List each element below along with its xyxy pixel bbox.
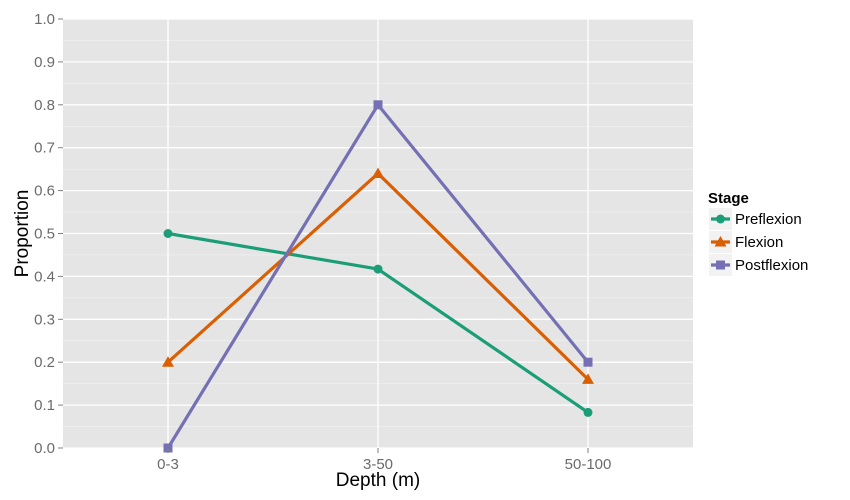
series-layer [162,100,594,453]
y-tick-label: 1.0 [34,11,55,28]
legend-label-preflexion: Preflexion [735,211,802,228]
legend: Stage Preflexion Flexion Postflexion [708,190,808,276]
series-flexion [162,167,594,384]
legend-label-flexion: Flexion [735,234,783,251]
x-tick-label: 50-100 [565,456,612,473]
y-tick-label: 0.5 [34,226,55,243]
legend-item-flexion: Flexion [709,231,783,253]
legend-label-postflexion: Postflexion [735,257,808,274]
x-tick-label: 3-50 [363,456,393,473]
data-point-postflexion [373,100,383,110]
data-point-flexion [372,167,384,178]
y-tick-label: 0.1 [34,397,55,414]
legend-item-preflexion: Preflexion [709,208,802,230]
y-tick-label: 0.8 [34,97,55,114]
legend-key-marker [716,214,725,224]
y-tick-label: 0.7 [34,140,55,157]
legend-key-marker [716,260,725,270]
y-axis-title: Proportion [12,190,33,278]
y-axis: 0.0 0.1 0.2 0.3 0.4 0.5 0.6 0.7 0.8 0.9 1.0 [34,11,63,457]
data-point-flexion [162,356,174,367]
data-point-preflexion [373,264,383,274]
y-tick-label: 0.0 [34,440,55,457]
y-tick-label: 0.4 [34,268,55,285]
x-axis-title: Depth (m) [336,470,420,491]
series-preflexion [163,229,593,417]
legend-key-marker [714,236,727,247]
y-tick-label: 0.2 [34,354,55,371]
x-axis: 0-3 3-50 50-100 [157,448,611,473]
legend-item-postflexion: Postflexion [709,254,808,276]
data-point-preflexion [583,407,593,417]
data-point-flexion [582,373,594,384]
y-tick-label: 0.3 [34,311,55,328]
data-point-postflexion [583,357,593,367]
x-tick-label: 0-3 [157,456,179,473]
y-tick-label: 0.6 [34,183,55,200]
data-point-preflexion [163,229,173,238]
legend-title: Stage [708,190,749,207]
y-tick-label: 0.9 [34,54,55,71]
